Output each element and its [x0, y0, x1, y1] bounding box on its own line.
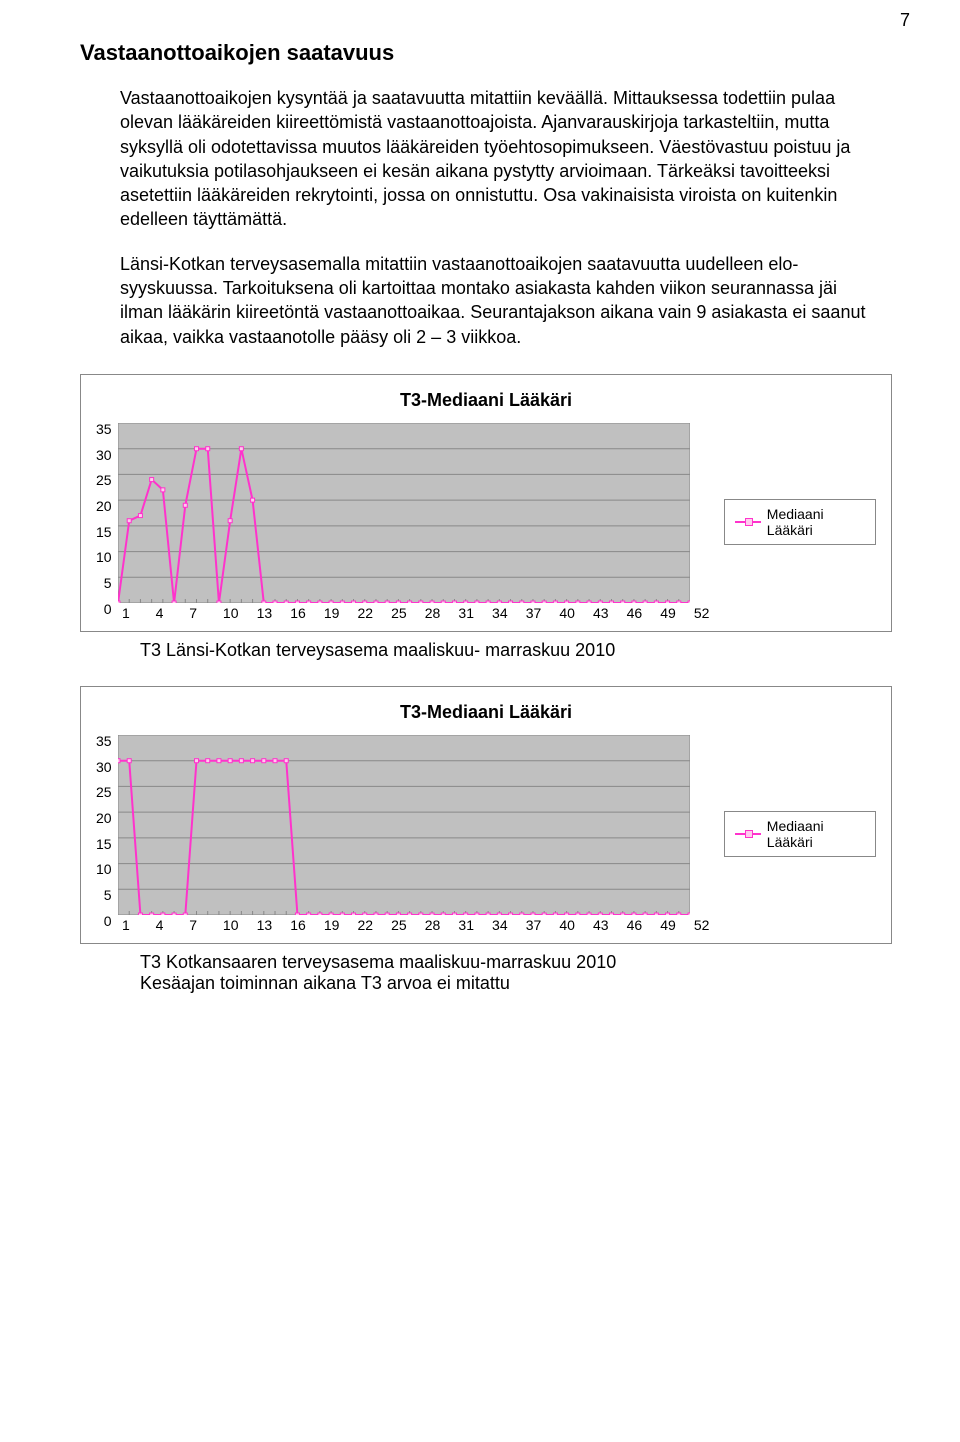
legend-label: Mediaani Lääkäri — [767, 818, 865, 850]
chart-container: T3-Mediaani Lääkäri 05101520253035 14710… — [80, 374, 892, 632]
chart-body: 05101520253035 1471013161922252831343740… — [96, 423, 876, 621]
line-chart — [118, 423, 690, 603]
line-chart — [118, 735, 690, 915]
legend-swatch-icon — [735, 517, 761, 527]
chart-caption: Kesäajan toiminnan aikana T3 arvoa ei mi… — [140, 973, 900, 994]
y-axis-labels: 05101520253035 — [96, 423, 112, 603]
chart-body: 05101520253035 1471013161922252831343740… — [96, 735, 876, 933]
y-axis-labels: 05101520253035 — [96, 735, 112, 915]
chart-container: T3-Mediaani Lääkäri 05101520253035 14710… — [80, 686, 892, 944]
document-page: 7 Vastaanottoaikojen saatavuus Vastaanot… — [0, 0, 960, 1034]
chart-legend: Mediaani Lääkäri — [724, 499, 876, 545]
legend-swatch-icon — [735, 829, 761, 839]
chart-caption: T3 Länsi-Kotkan terveysasema maaliskuu- … — [140, 640, 900, 661]
chart-legend: Mediaani Lääkäri — [724, 811, 876, 857]
legend-label: Mediaani Lääkäri — [767, 506, 865, 538]
chart-caption: T3 Kotkansaaren terveysasema maaliskuu-m… — [140, 952, 900, 973]
paragraph: Länsi-Kotkan terveysasemalla mitattiin v… — [120, 252, 880, 349]
section-heading: Vastaanottoaikojen saatavuus — [80, 40, 900, 66]
chart-title: T3-Mediaani Lääkäri — [96, 390, 876, 411]
x-axis-labels: 147101316192225283134374043464952 — [122, 915, 694, 933]
plot-wrap: 05101520253035 1471013161922252831343740… — [96, 423, 694, 621]
plot-wrap: 05101520253035 1471013161922252831343740… — [96, 735, 694, 933]
x-axis-labels: 147101316192225283134374043464952 — [122, 603, 694, 621]
chart-title: T3-Mediaani Lääkäri — [96, 702, 876, 723]
page-number: 7 — [900, 10, 910, 31]
paragraph: Vastaanottoaikojen kysyntää ja saatavuut… — [120, 86, 880, 232]
